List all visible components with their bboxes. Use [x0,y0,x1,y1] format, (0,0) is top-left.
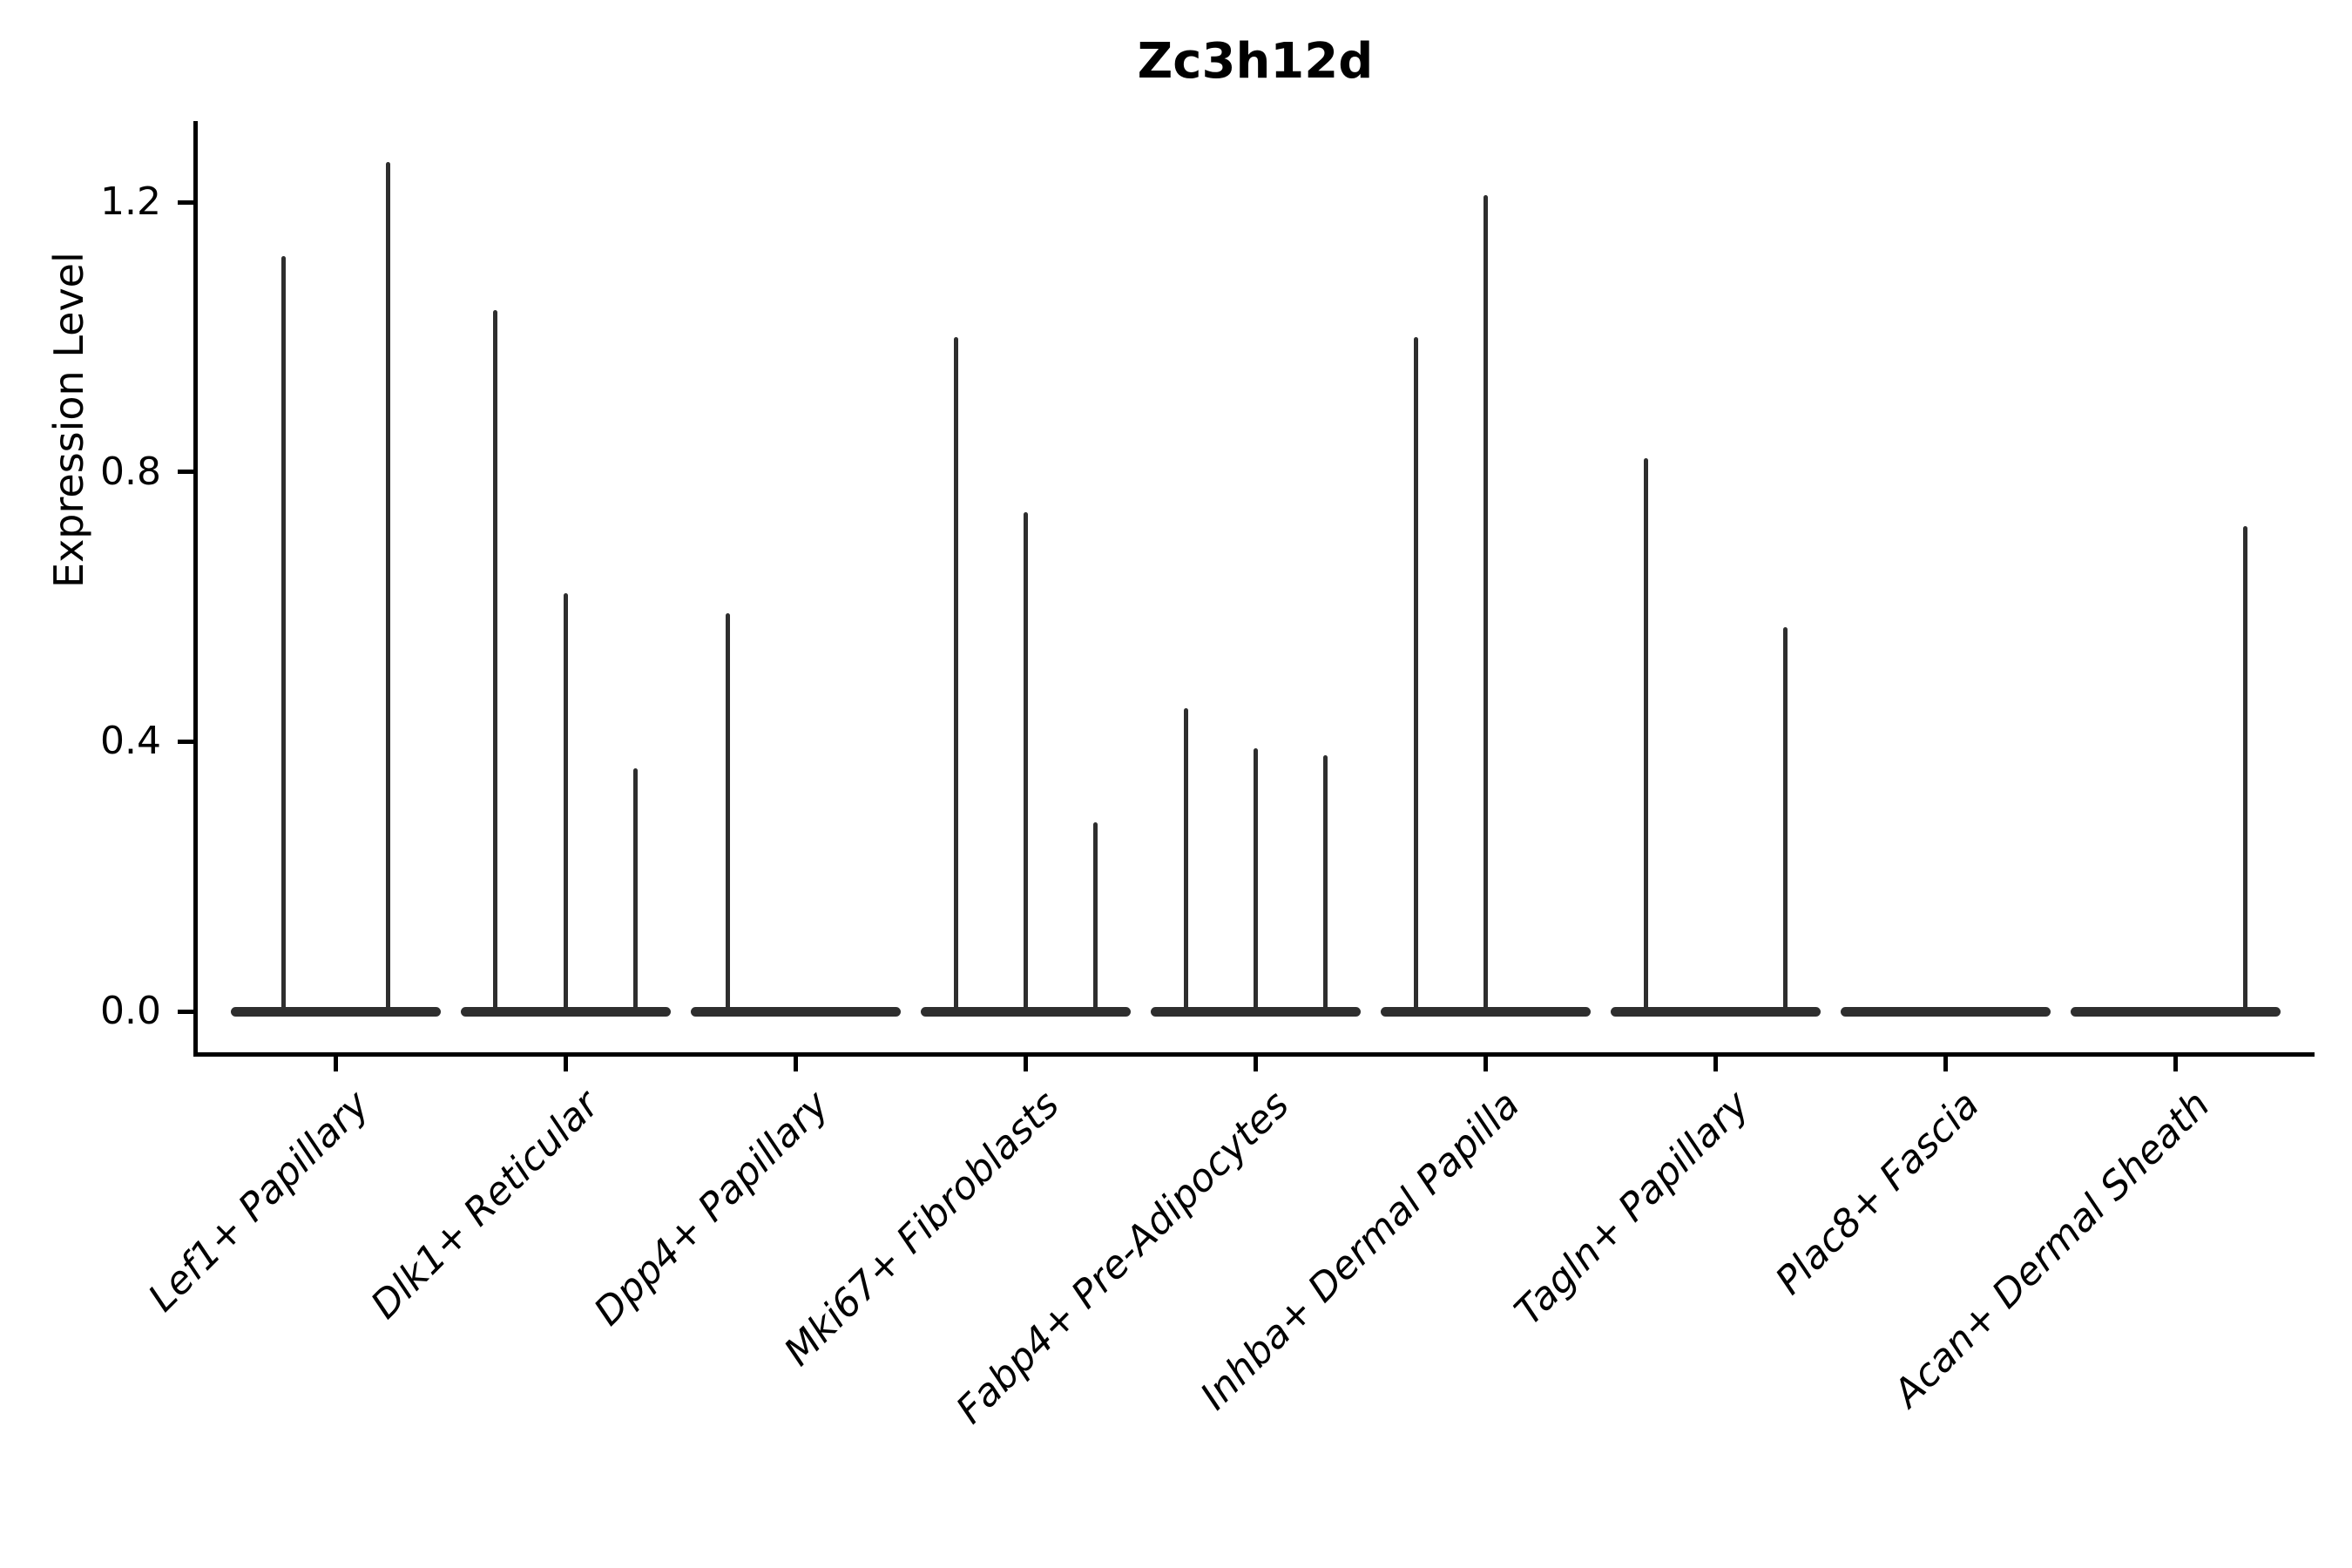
x-axis-label: Lef1+ Papillary [139,1082,378,1321]
y-tick-label: 0.0 [100,989,161,1033]
violin-spike [953,337,958,1011]
x-axis-label: Tagln+ Papillary [1506,1082,1759,1335]
x-tick [1253,1057,1258,1071]
violin-spike [1783,626,1788,1011]
violin-spike [1183,707,1188,1011]
x-tick [793,1057,798,1071]
violin-spike [1092,822,1098,1011]
violin-baseline [1611,1007,1821,1017]
chart-title: Zc3h12d [1137,33,1374,90]
violin-spike [1644,458,1649,1011]
x-tick [1484,1057,1488,1071]
violin-baseline [1841,1007,2051,1017]
x-tick [2173,1057,2179,1071]
violin-spike [563,593,568,1011]
y-tick-label: 0.8 [100,449,161,494]
violin-spike [2243,525,2248,1011]
y-tick [178,199,196,205]
y-tick-label: 1.2 [100,179,161,225]
x-tick [1023,1057,1028,1071]
violin-baseline [460,1007,671,1017]
violin-baseline [1381,1007,1591,1017]
violin-spike [1484,195,1488,1011]
x-tick [1713,1057,1719,1071]
violin-spike [385,161,390,1011]
bottom-spine [193,1052,2315,1057]
violin-spike [632,768,638,1011]
y-tick [178,1009,196,1014]
x-axis-label: Dpp4+ Papillary [585,1082,838,1335]
left-spine [193,121,198,1057]
violin-baseline [690,1007,901,1017]
x-tick [333,1057,338,1071]
violin-baseline [230,1007,441,1017]
x-tick [563,1057,568,1071]
x-axis-label: Dlk1+ Reticular [362,1082,608,1328]
violin-baseline [2071,1007,2281,1017]
violin-spike [492,310,497,1011]
violin-spike [1414,337,1418,1011]
x-tick [1943,1057,1949,1071]
violin-spike [280,256,286,1011]
violin-spike [725,613,730,1011]
violin-spike [1253,748,1258,1011]
violin-baseline [920,1007,1131,1017]
violin-spike [1023,512,1028,1011]
y-tick-label: 0.4 [100,719,161,764]
violin-baseline [1150,1007,1361,1017]
violin-spike [1322,754,1328,1011]
y-tick [178,470,196,475]
x-axis-label: Plac8+ Fascia [1767,1082,1989,1303]
y-tick [178,739,196,744]
